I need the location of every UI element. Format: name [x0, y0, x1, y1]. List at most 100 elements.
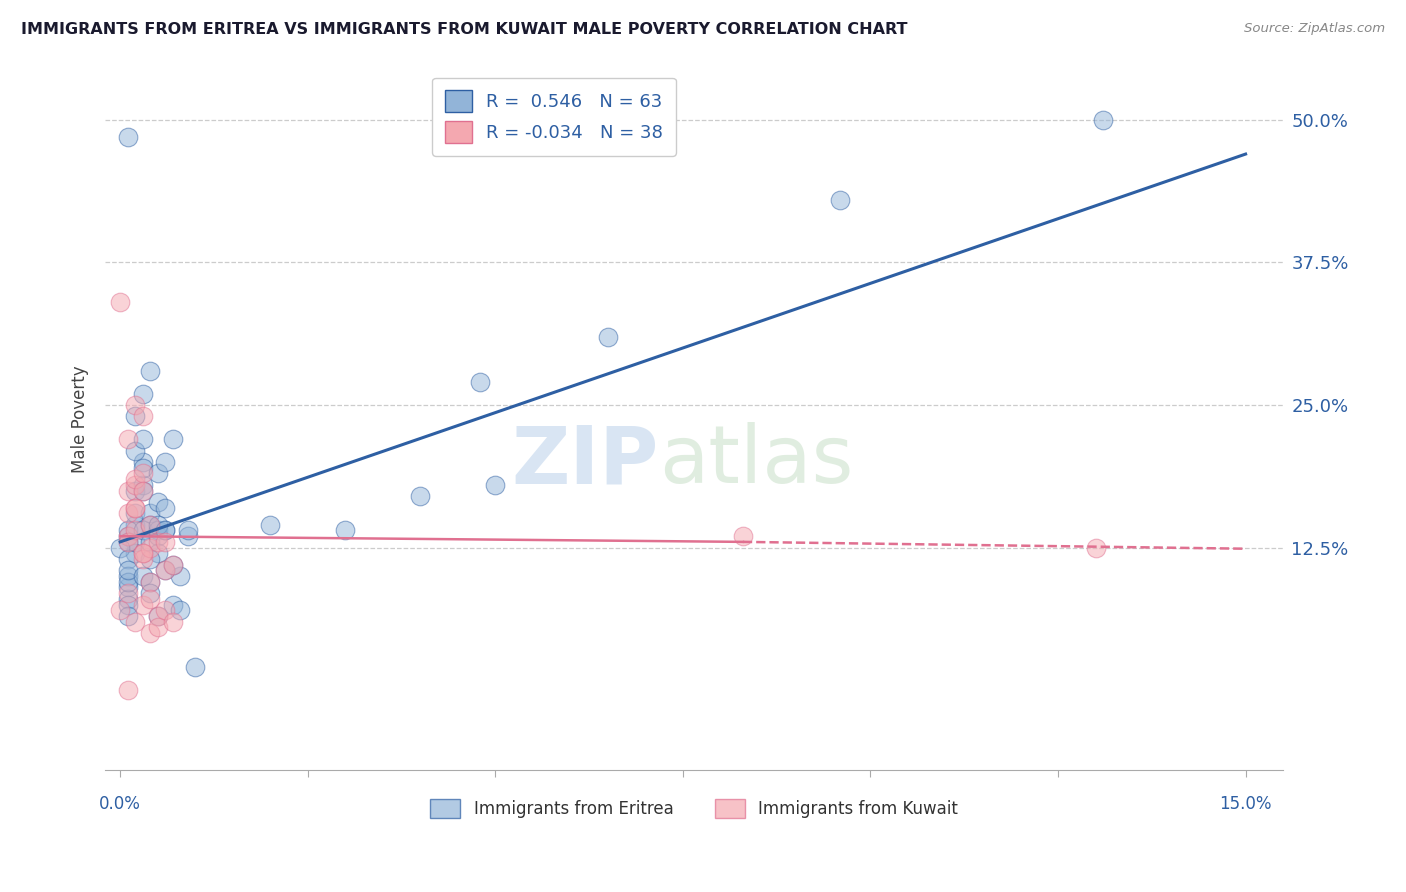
Point [169, 603, 191, 617]
Point [259, 517, 281, 532]
Point [110, 603, 132, 617]
Point [146, 546, 169, 560]
Point [139, 534, 162, 549]
Point [139, 574, 162, 589]
Point [132, 460, 155, 475]
Point [139, 517, 162, 532]
Point [117, 529, 139, 543]
Point [146, 495, 169, 509]
Point [484, 478, 506, 492]
Point [146, 609, 169, 624]
Point [139, 364, 162, 378]
Point [132, 524, 155, 538]
Point [139, 517, 162, 532]
Point [124, 615, 146, 629]
Point [155, 603, 177, 617]
Point [124, 443, 146, 458]
Point [731, 529, 754, 543]
Point [132, 478, 155, 492]
Point [124, 409, 146, 424]
Point [117, 534, 139, 549]
Point [169, 569, 191, 583]
Point [117, 598, 139, 612]
Point [132, 483, 155, 498]
Text: ZIP: ZIP [512, 422, 659, 500]
Point [124, 500, 146, 515]
Point [124, 546, 146, 560]
Point [124, 472, 146, 486]
Text: IMMIGRANTS FROM ERITREA VS IMMIGRANTS FROM KUWAIT MALE POVERTY CORRELATION CHART: IMMIGRANTS FROM ERITREA VS IMMIGRANTS FR… [21, 22, 908, 37]
Point [139, 552, 162, 566]
Point [146, 524, 169, 538]
Point [155, 563, 177, 577]
Text: 15.0%: 15.0% [1219, 795, 1272, 813]
Point [162, 615, 184, 629]
Point [117, 432, 139, 446]
Point [146, 620, 169, 634]
Point [132, 455, 155, 469]
Point [132, 546, 155, 560]
Point [117, 552, 139, 566]
Point [132, 598, 155, 612]
Point [117, 563, 139, 577]
Point [830, 193, 852, 207]
Point [1092, 112, 1115, 127]
Point [117, 524, 139, 538]
Point [162, 558, 184, 572]
Point [117, 586, 139, 600]
Point [162, 598, 184, 612]
Point [146, 609, 169, 624]
Point [177, 524, 200, 538]
Point [1084, 541, 1107, 555]
Point [184, 660, 207, 674]
Point [117, 581, 139, 595]
Point [162, 558, 184, 572]
Point [124, 483, 146, 498]
Point [124, 517, 146, 532]
Point [139, 541, 162, 555]
Point [139, 507, 162, 521]
Point [335, 524, 357, 538]
Point [124, 398, 146, 412]
Point [162, 432, 184, 446]
Point [117, 529, 139, 543]
Point [117, 569, 139, 583]
Point [146, 517, 169, 532]
Point [132, 483, 155, 498]
Point [124, 534, 146, 549]
Y-axis label: Male Poverty: Male Poverty [72, 366, 89, 473]
Point [139, 574, 162, 589]
Point [155, 563, 177, 577]
Point [132, 552, 155, 566]
Point [124, 507, 146, 521]
Point [177, 529, 200, 543]
Point [146, 534, 169, 549]
Point [117, 609, 139, 624]
Point [470, 375, 492, 389]
Point [117, 483, 139, 498]
Point [139, 626, 162, 640]
Point [155, 534, 177, 549]
Point [155, 500, 177, 515]
Point [409, 489, 432, 503]
Point [155, 455, 177, 469]
Point [132, 409, 155, 424]
Point [146, 529, 169, 543]
Point [132, 546, 155, 560]
Point [139, 586, 162, 600]
Text: Source: ZipAtlas.com: Source: ZipAtlas.com [1244, 22, 1385, 36]
Point [124, 500, 146, 515]
Text: atlas: atlas [659, 422, 853, 500]
Point [132, 569, 155, 583]
Point [110, 295, 132, 310]
Point [110, 541, 132, 555]
Point [117, 507, 139, 521]
Point [117, 591, 139, 606]
Point [132, 432, 155, 446]
Text: 0.0%: 0.0% [100, 795, 141, 813]
Point [596, 329, 619, 343]
Point [146, 467, 169, 481]
Point [132, 467, 155, 481]
Point [132, 386, 155, 401]
Point [124, 524, 146, 538]
